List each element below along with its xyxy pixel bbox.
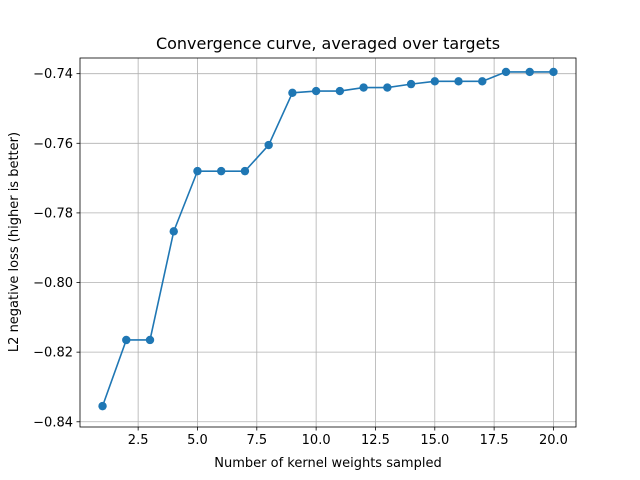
axes: 2.5 5.0 7.5 10.0 12.5 15.0 17.5 20.0 −0.84 −0.82 −…	[33, 57, 577, 448]
y-tick-label: −0.76	[33, 137, 73, 152]
x-axis-title: Number of kernel weights sampled	[214, 456, 441, 471]
data-point	[478, 77, 487, 86]
data-point	[549, 67, 558, 77]
data-point	[98, 401, 107, 411]
data-point	[145, 335, 155, 345]
data-point	[122, 335, 131, 345]
x-tick-label: 12.5	[361, 433, 390, 448]
data-point	[264, 140, 273, 150]
y-tick-label: −0.84	[33, 415, 73, 430]
y-tick-label: −0.82	[33, 346, 73, 361]
data-point	[525, 67, 534, 77]
x-tick-label: 20.0	[539, 433, 568, 448]
plot-frame	[79, 57, 577, 428]
x-tick-label: 10.0	[302, 433, 331, 448]
data-point	[311, 86, 321, 96]
x-tick-label: 7.5	[246, 433, 267, 448]
x-tick-label: 2.5	[128, 433, 149, 448]
data-point	[288, 88, 297, 98]
data-point	[169, 227, 178, 236]
data-point	[454, 77, 463, 86]
data-point	[501, 67, 511, 77]
x-tick-label: 17.5	[480, 433, 509, 448]
y-tick-label: −0.74	[33, 67, 73, 82]
data-series	[98, 67, 558, 411]
data-point	[430, 77, 439, 86]
y-axis-title: L2 negative loss (higher is better)	[7, 132, 22, 352]
data-point	[359, 83, 368, 92]
data-point	[193, 166, 202, 176]
data-point	[240, 166, 250, 176]
data-point	[406, 79, 416, 89]
x-tick-label: 15.0	[420, 433, 449, 448]
data-point	[383, 83, 392, 92]
grid	[80, 58, 576, 427]
data-point	[335, 86, 345, 96]
x-tick-label: 5.0	[187, 433, 208, 448]
y-tick-label: −0.78	[33, 206, 73, 221]
data-point	[217, 166, 226, 176]
chart-title: Convergence curve, averaged over targets	[156, 34, 500, 53]
y-tick-label: −0.80	[33, 276, 73, 291]
